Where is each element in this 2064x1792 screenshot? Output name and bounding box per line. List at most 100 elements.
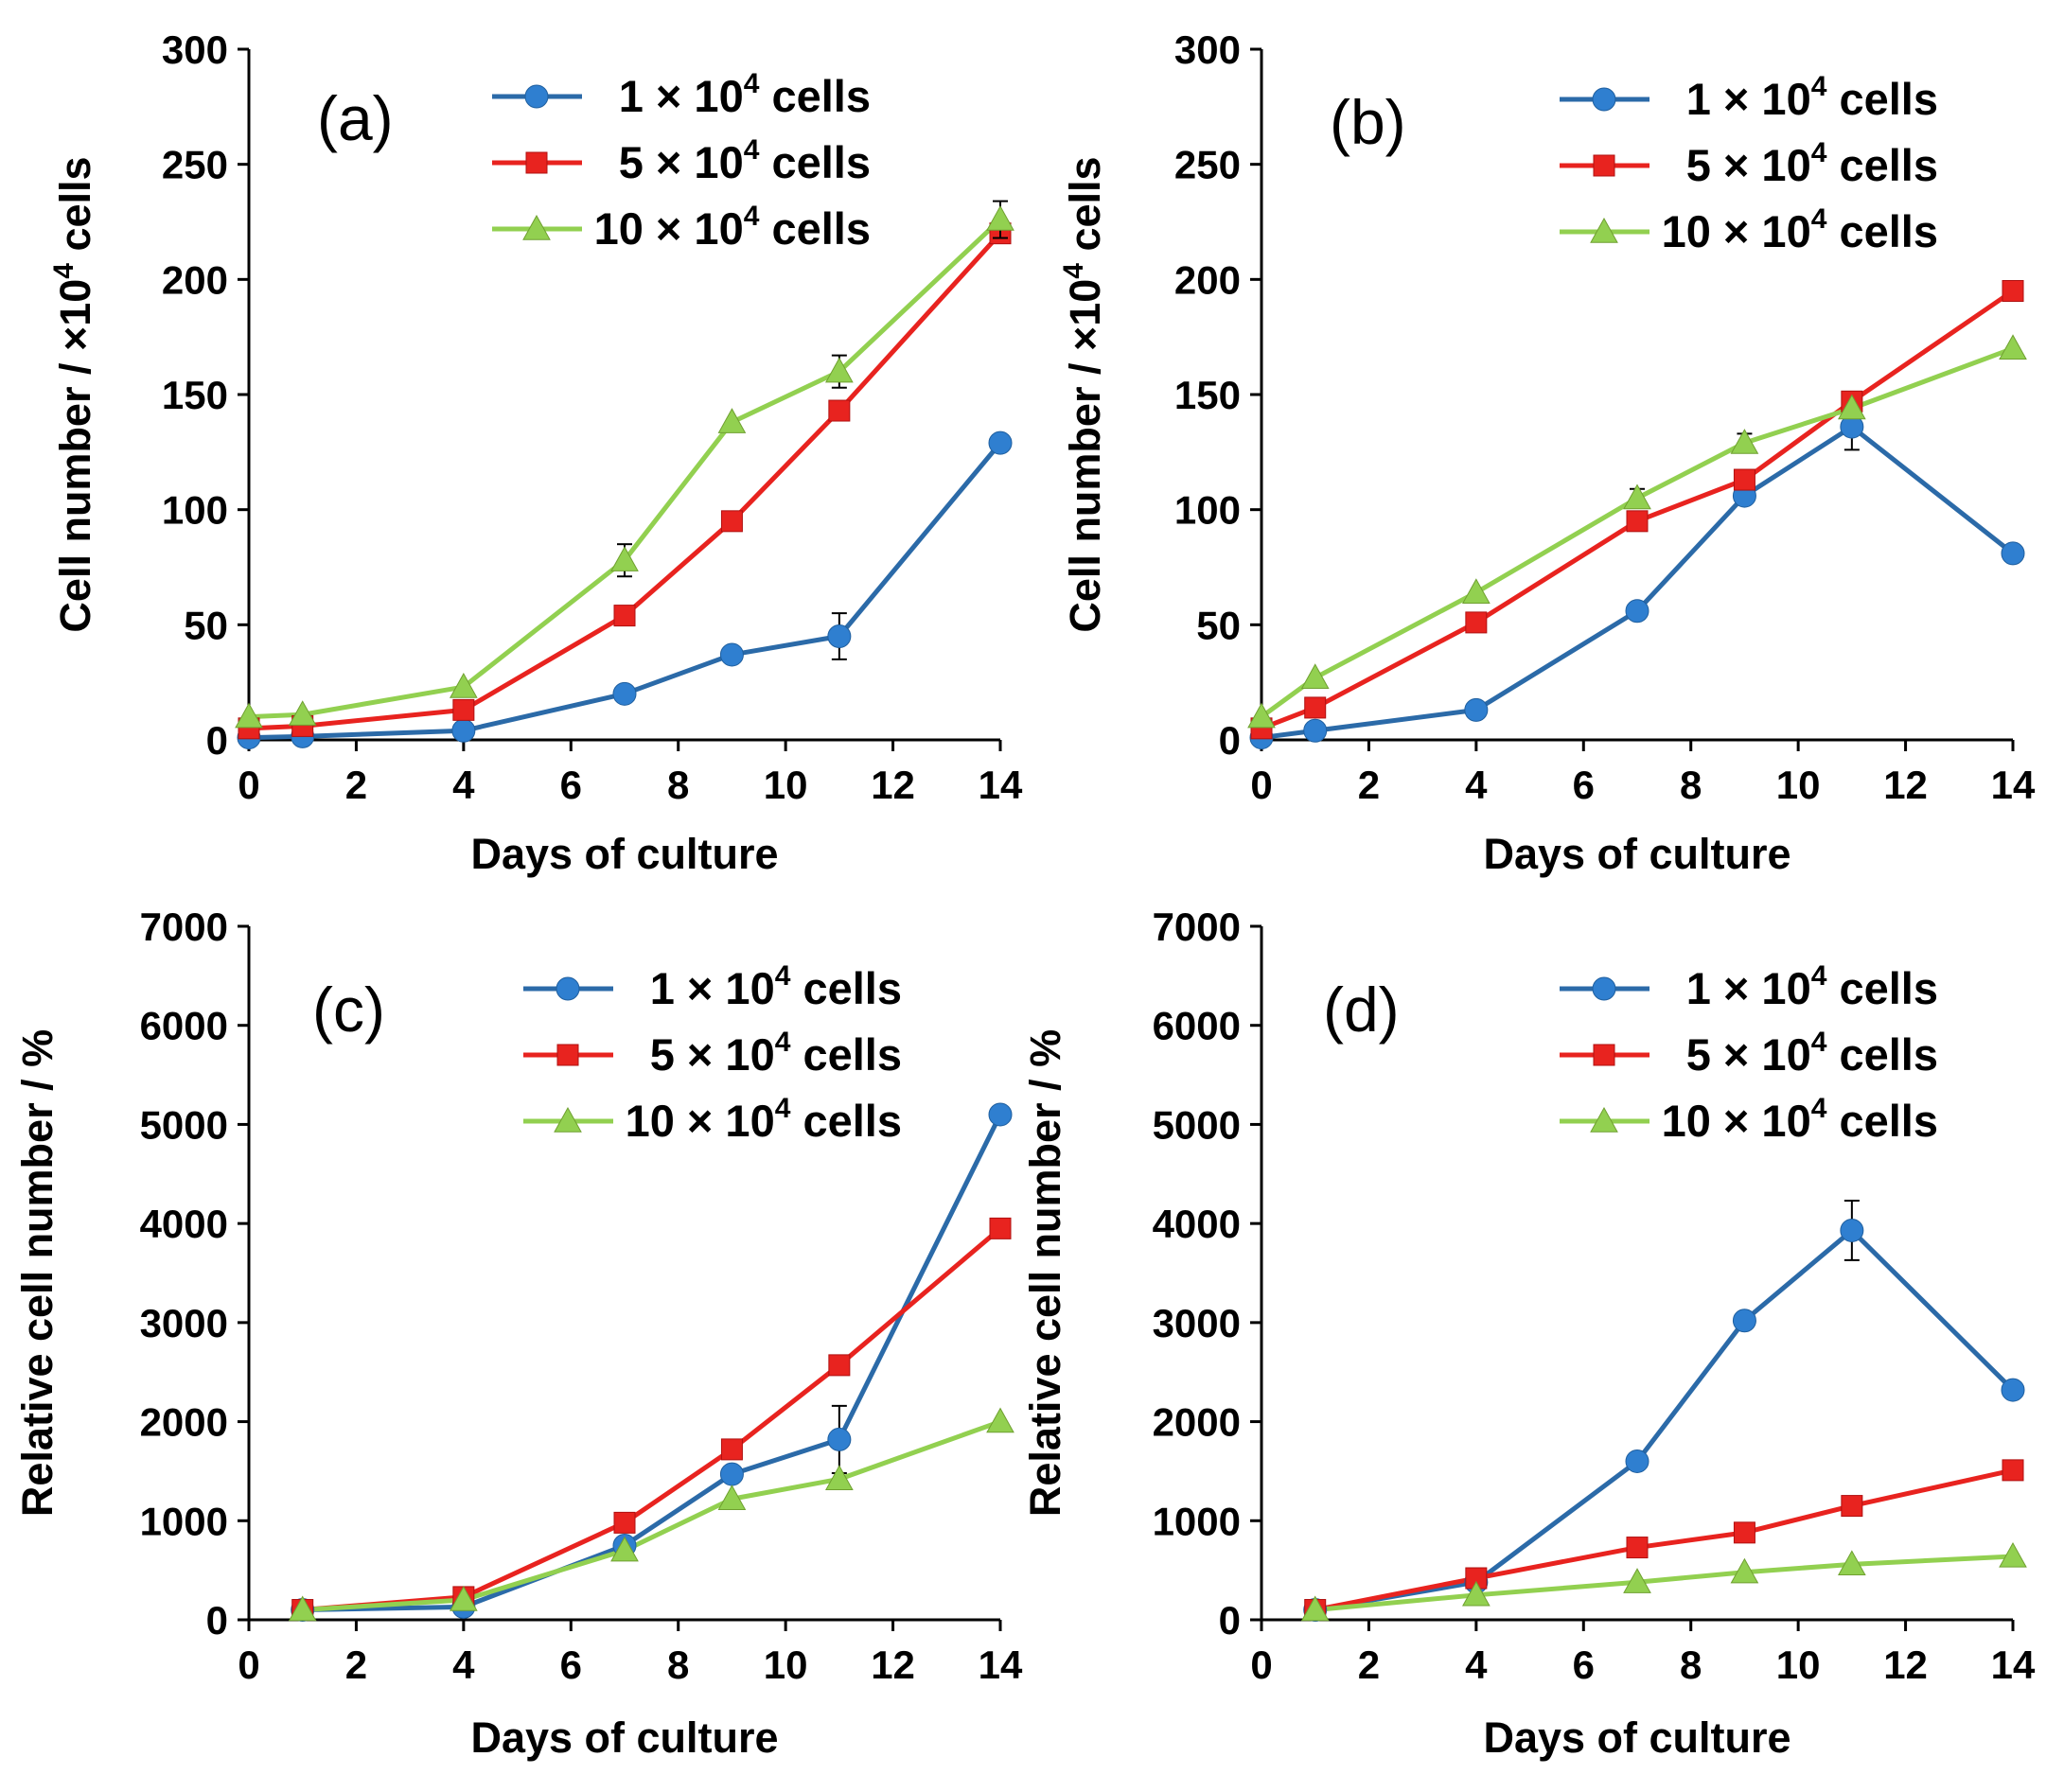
legend-marker-1 <box>1592 87 1616 112</box>
data-point-series-3 <box>1247 702 1276 729</box>
x-tick-label: 0 <box>1250 763 1272 807</box>
legend-marker-2 <box>1593 1044 1615 1066</box>
y-axis-title: Relative cell number / % <box>13 1029 62 1517</box>
x-tick-label: 14 <box>1991 1643 2036 1687</box>
legend-marker-3 <box>522 214 551 240</box>
x-tick-label: 12 <box>871 763 915 807</box>
y-tick-label: 0 <box>1219 1598 1241 1643</box>
legend-label-1: 1 × 104 cells <box>1686 71 1938 124</box>
legend-label-3: 10 × 104 cells <box>594 201 871 254</box>
y-tick-label: 150 <box>162 373 228 417</box>
data-point-series-3 <box>288 700 317 726</box>
legend-label-2: 5 × 104 cells <box>650 1027 902 1080</box>
data-point-series-3 <box>1999 334 2027 360</box>
y-tick-label: 250 <box>162 143 228 187</box>
data-point-series-2 <box>1626 510 1649 533</box>
x-tick-label: 8 <box>1680 763 1702 807</box>
legend-marker-2 <box>1593 154 1615 177</box>
y-axis-title: Cell number / ×104 cells <box>48 156 99 632</box>
y-tick-label: 50 <box>1196 603 1241 647</box>
data-point-series-1 <box>1464 697 1489 722</box>
data-point-series-2 <box>613 1511 636 1534</box>
data-point-series-3 <box>825 357 854 383</box>
x-axis-title: Days of culture <box>1483 830 1791 878</box>
y-tick-label: 100 <box>162 488 228 533</box>
y-tick-label: 5000 <box>1153 1102 1241 1147</box>
data-point-series-1 <box>1625 599 1649 624</box>
legend: 1 × 104 cells 5 × 104 cells 10 × 104 cells <box>492 68 871 254</box>
x-tick-label: 4 <box>1465 763 1488 807</box>
data-point-series-3 <box>1838 394 1866 420</box>
x-tick-label: 10 <box>764 1643 808 1687</box>
legend-marker-1 <box>524 84 549 109</box>
legend-marker-3 <box>1590 217 1618 243</box>
data-point-series-1 <box>2001 541 2025 566</box>
legend-label-3: 10 × 104 cells <box>1662 203 1938 256</box>
data-point-series-2 <box>720 510 743 533</box>
data-point-series-2 <box>1733 1521 1755 1544</box>
legend-marker-3 <box>1590 1106 1618 1133</box>
series-line-1 <box>302 1113 1003 1613</box>
data-point-series-1 <box>719 1462 744 1486</box>
data-point-series-3 <box>1730 1557 1759 1584</box>
legend-marker-2 <box>525 151 548 174</box>
y-tick-label: 50 <box>184 603 228 647</box>
panel-label: (a) <box>317 83 394 153</box>
data-point-series-3 <box>1838 1550 1866 1576</box>
data-point-series-2 <box>1465 611 1488 634</box>
data-point-series-1 <box>1732 1309 1756 1333</box>
panel-label: (c) <box>312 975 385 1045</box>
series-line-1 <box>1261 424 2015 741</box>
data-point-series-2 <box>613 605 636 627</box>
series-line-2 <box>1261 289 2015 731</box>
data-point-series-3 <box>1999 1541 2027 1568</box>
y-tick-label: 3000 <box>140 1301 228 1345</box>
legend-label-2: 5 × 104 cells <box>1686 137 1938 190</box>
data-point-series-3 <box>1300 663 1330 689</box>
legend-label-1: 1 × 104 cells <box>650 960 902 1013</box>
x-tick-label: 0 <box>1250 1643 1272 1687</box>
x-axis-title: Days of culture <box>1483 1713 1791 1762</box>
legend: 1 × 104 cells 5 × 104 cells 10 × 104 cells <box>1560 960 1938 1146</box>
data-point-series-3 <box>986 205 1014 231</box>
x-tick-label: 2 <box>345 763 367 807</box>
data-point-series-2 <box>720 1438 743 1461</box>
x-tick-label: 12 <box>871 1643 915 1687</box>
legend-label-3: 10 × 104 cells <box>626 1093 902 1146</box>
y-tick-label: 7000 <box>1153 905 1241 949</box>
data-point-series-1 <box>988 430 1013 455</box>
x-tick-label: 14 <box>979 763 1023 807</box>
chart-panel-b: 0 50 100 150 200 250 300 0 2 4 6 8 10 12 14 Days of cul… <box>1058 27 2036 878</box>
y-tick-label: 0 <box>1219 718 1241 763</box>
data-point-series-3 <box>450 673 478 698</box>
y-tick-label: 2000 <box>1153 1400 1241 1445</box>
data-point-series-3 <box>288 1595 317 1622</box>
x-tick-label: 6 <box>1573 763 1595 807</box>
y-tick-label: 7000 <box>140 905 228 949</box>
legend: 1 × 104 cells 5 × 104 cells 10 × 104 cells <box>1560 71 1938 256</box>
legend-label-3: 10 × 104 cells <box>1662 1093 1938 1146</box>
data-point-series-2 <box>1733 468 1755 491</box>
data-point-series-2 <box>1841 1495 1863 1518</box>
series-line-2 <box>248 231 1002 731</box>
data-point-series-3 <box>450 1586 478 1611</box>
data-point-series-3 <box>1623 483 1651 510</box>
series-line-1 <box>1314 1227 2015 1612</box>
x-tick-label: 6 <box>560 1643 582 1687</box>
series-line-3 <box>1314 1554 2014 1613</box>
y-tick-label: 3000 <box>1153 1301 1241 1345</box>
x-tick-label: 2 <box>1358 763 1380 807</box>
y-tick-label: 100 <box>1174 488 1241 533</box>
data-point-series-2 <box>1304 696 1327 719</box>
x-tick-label: 4 <box>1465 1643 1488 1687</box>
panel-label: (b) <box>1330 87 1406 157</box>
data-point-series-3 <box>1462 1580 1491 1607</box>
data-point-series-3 <box>1462 578 1491 604</box>
chart-panel-a: 0 50 100 150 200 250 300 0 2 4 6 8 10 12 14 Days of cul… <box>48 27 1023 878</box>
y-tick-label: 4000 <box>1153 1202 1241 1246</box>
x-tick-label: 6 <box>1573 1643 1595 1687</box>
chart-panel-d: 0 1000 2000 3000 4000 5000 6000 7000 0 2 4 6 8 10 12 14… <box>1021 905 2036 1762</box>
y-tick-label: 300 <box>162 27 228 72</box>
x-tick-label: 2 <box>1358 1643 1380 1687</box>
